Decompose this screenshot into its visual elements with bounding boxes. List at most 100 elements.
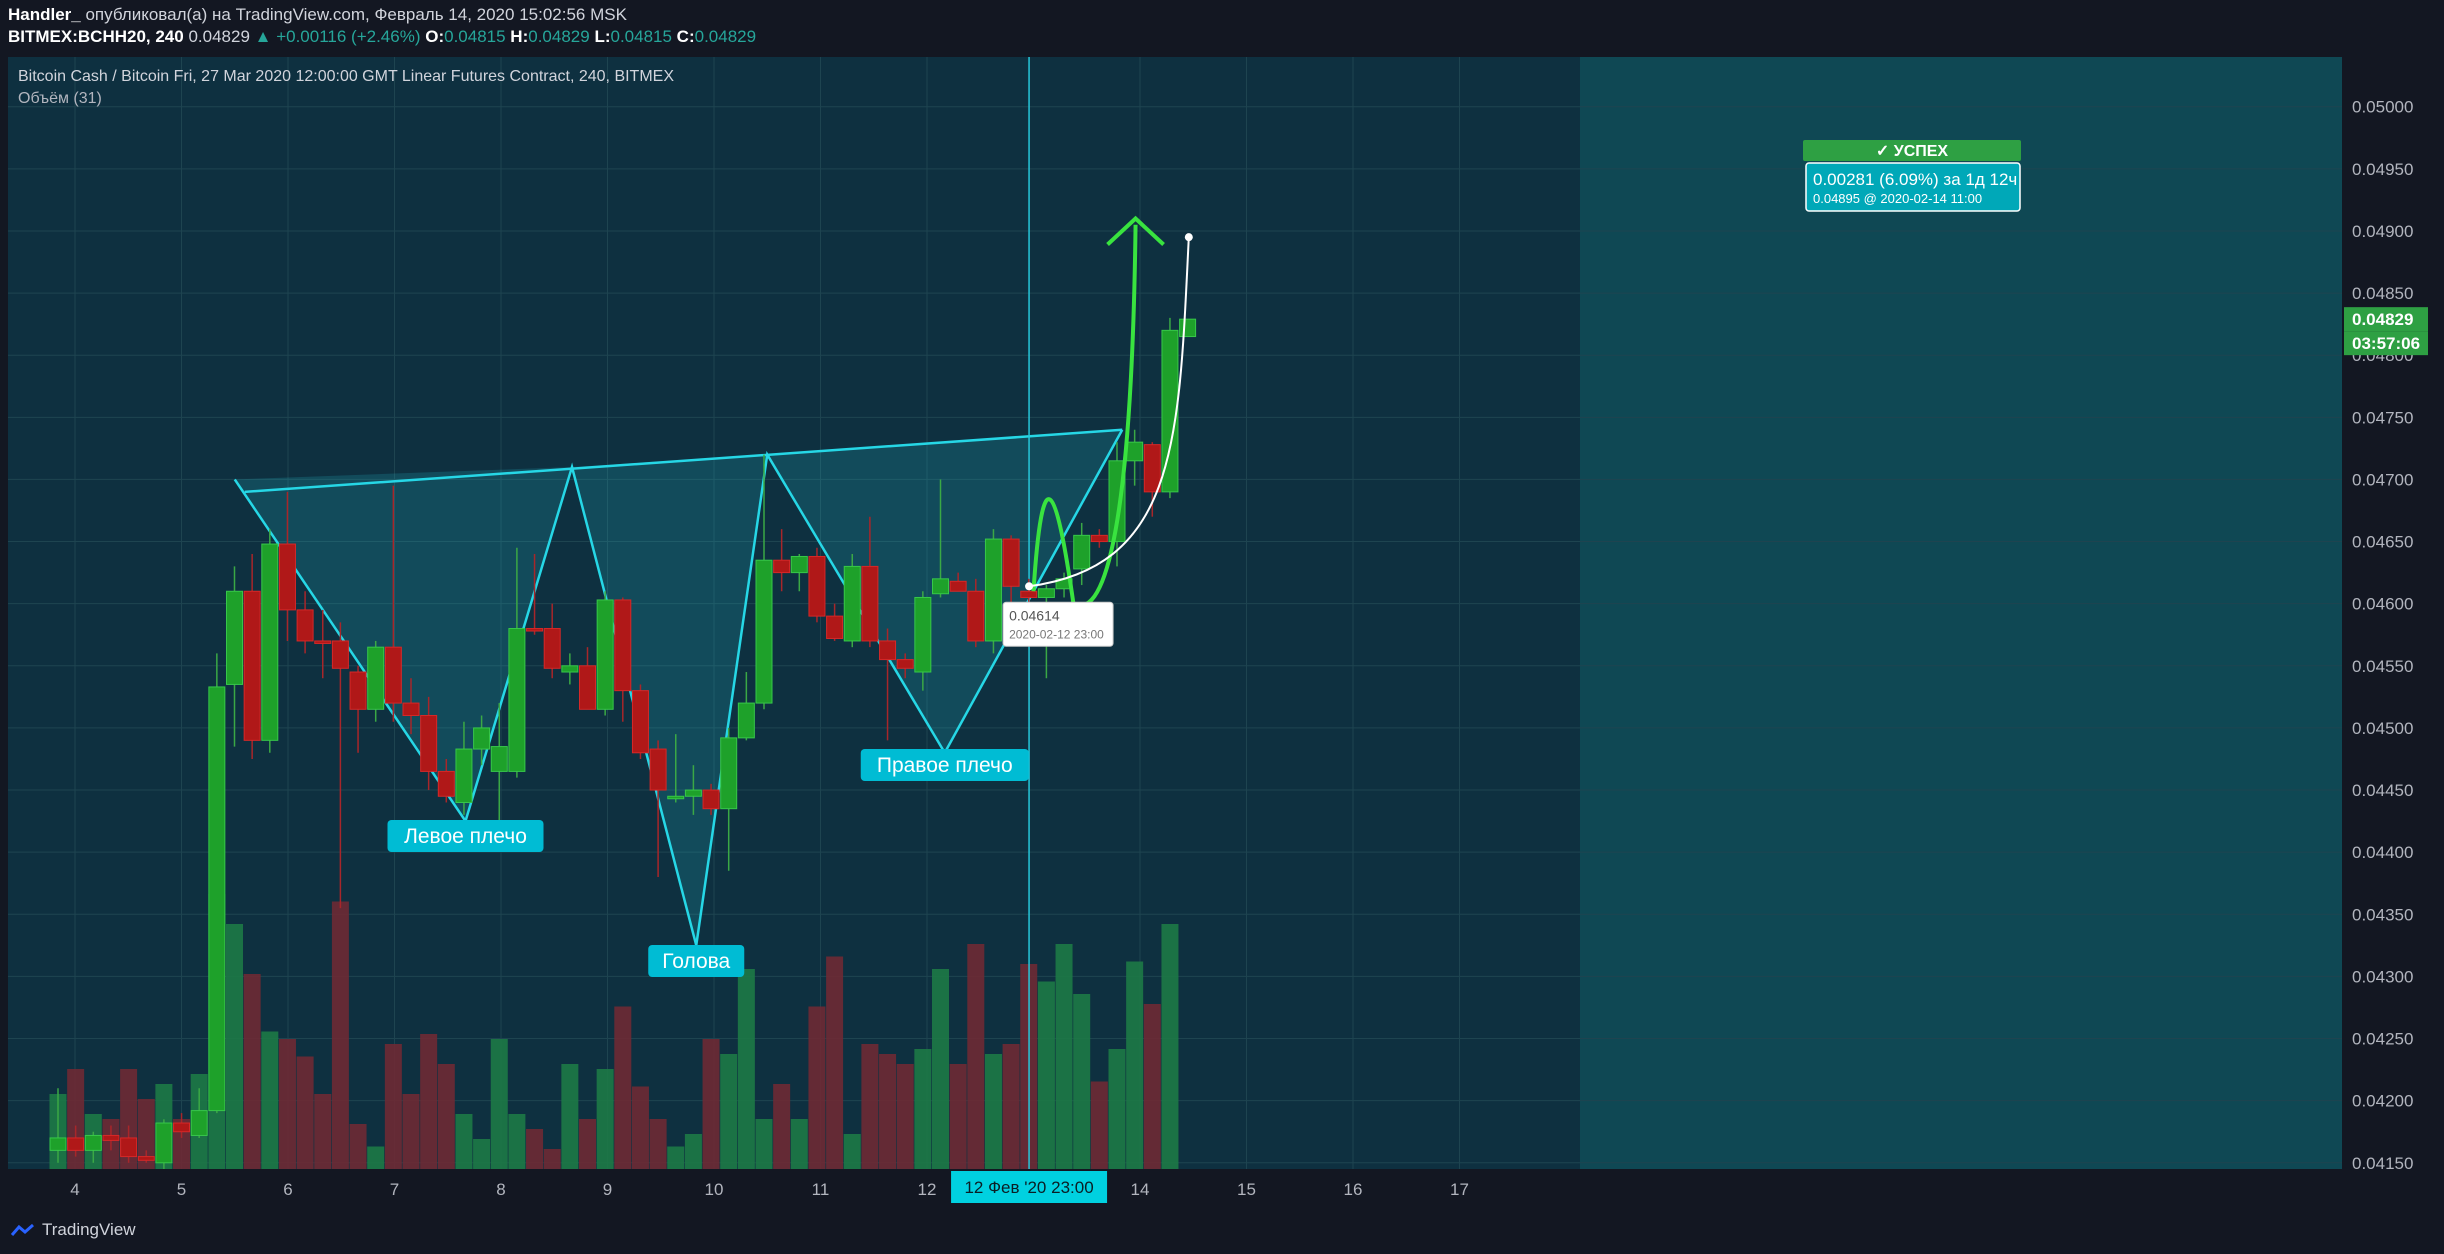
candle-body (349, 671, 367, 710)
label-left-shoulder-text: Левое плечо (404, 825, 527, 848)
volume-bar (1126, 961, 1144, 1169)
price-tick-label: 0.04250 (2352, 1030, 2413, 1049)
crosshair-time-label: 12 Фев '20 23:00 (964, 1178, 1093, 1197)
candle-body (226, 590, 243, 685)
candle-body (1161, 329, 1179, 493)
volume-bar (984, 1054, 1002, 1169)
success-badge (1803, 140, 2021, 161)
volume-bar (702, 1039, 720, 1169)
measure-sub-text: 0.04895 @ 2020-02-14 11:00 (1813, 191, 1982, 206)
last-price: 0.04829 (188, 27, 250, 46)
price-axis[interactable] (2342, 57, 2444, 1169)
time-axis[interactable] (8, 1169, 2342, 1203)
price-axis-labels: 0.050000.049500.049000.048500.048000.047… (2344, 98, 2428, 1173)
volume-bar (226, 924, 243, 1169)
symbol[interactable]: BITMEX:BCHH20, 240 (8, 27, 184, 46)
candle-body (1073, 534, 1091, 570)
success-text: ✓ УСПЕХ (1876, 143, 1949, 160)
brand-name: TradingView (42, 1220, 136, 1239)
publish-info: Handler_ опубликовал(а) на TradingView.c… (8, 5, 627, 25)
high-value: 0.04829 (528, 27, 590, 46)
price-change: ▲ +0.00116 (+2.46%) (254, 27, 421, 46)
legend-title: Bitcoin Cash / Bitcoin Fri, 27 Mar 2020 … (18, 68, 674, 85)
crosshair-time-badge (951, 1171, 1108, 1203)
candle-body (1179, 318, 1197, 338)
volume-bar (826, 956, 844, 1169)
candle-body (155, 1122, 173, 1164)
author[interactable]: Handler_ (8, 5, 81, 24)
volume-bar (1090, 1081, 1108, 1169)
candle-body (49, 1137, 67, 1151)
candle-body (543, 628, 561, 669)
volume-bar (596, 1069, 614, 1169)
volume-bar (314, 1094, 332, 1169)
volume-bar (790, 1119, 808, 1169)
volume-bar (349, 1124, 367, 1169)
label-left-shoulder-bg (387, 820, 544, 852)
price-tick-label: 0.04900 (2352, 222, 2413, 241)
candle-body (1143, 444, 1161, 493)
candle-body (508, 628, 526, 772)
candle-body (1020, 590, 1038, 598)
candle-body (367, 646, 385, 710)
candle-body (596, 599, 614, 710)
time-tick-label: 9 (603, 1180, 612, 1199)
volume-bar (1143, 1004, 1161, 1169)
candle-body (737, 702, 755, 739)
candle-body (296, 609, 314, 642)
symbol-info: BITMEX:BCHH20, 240 0.04829 ▲ +0.00116 (+… (8, 27, 757, 46)
legend-volume: Объём (31) (18, 90, 102, 107)
time-tick-label: 7 (390, 1180, 399, 1199)
candle-body (861, 565, 879, 642)
candle-body (526, 628, 544, 632)
candle-body (1002, 538, 1020, 587)
volume-bar (437, 1064, 455, 1169)
volume-bar (879, 1054, 897, 1169)
price-tick-label: 0.04650 (2352, 533, 2413, 552)
candle-body (808, 555, 826, 617)
success-box: ✓ УСПЕХ 0.00281 (6.09%) за 1д 12ч 0.04895 … (1803, 140, 2021, 212)
time-tick-label: 8 (496, 1180, 505, 1199)
time-tick-label: 16 (1344, 1180, 1363, 1199)
candle-body (490, 746, 508, 772)
candle-body (720, 737, 738, 810)
volume-bar (737, 969, 755, 1169)
volume-bar (932, 969, 949, 1169)
volume-bar (508, 1114, 526, 1169)
volume-bar (1161, 924, 1179, 1169)
price-tick-label: 0.04500 (2352, 719, 2413, 738)
volume-bar (261, 1031, 279, 1169)
volume-bar (331, 901, 349, 1169)
candle-body (631, 690, 649, 754)
price-tick-label: 0.04400 (2352, 843, 2413, 862)
candle-body (102, 1134, 120, 1141)
volume-bar (843, 1134, 861, 1169)
open-value: 0.04815 (444, 27, 506, 46)
crosshair-region-highlight (1580, 57, 2342, 1169)
volume-bar (614, 1006, 632, 1169)
price-tick-label: 0.04200 (2352, 1092, 2413, 1111)
point-tooltip-bg (1002, 601, 1114, 647)
close-value: 0.04829 (694, 27, 757, 46)
candle-body (914, 596, 932, 673)
candle-body (420, 715, 438, 772)
candle-body (190, 1110, 208, 1136)
last-price-badge (2344, 307, 2428, 332)
candle-body (384, 646, 402, 704)
label-left-shoulder: Левое плечо (387, 820, 544, 852)
price-tick-label: 0.04600 (2352, 595, 2413, 614)
volume-bar (579, 1119, 596, 1169)
projection-arrowhead-icon (1106, 215, 1165, 246)
candle-body (826, 615, 844, 639)
candle-body (967, 590, 985, 642)
candle-body (896, 659, 914, 669)
volume-bar (526, 1129, 544, 1169)
low-value: 0.04815 (610, 27, 672, 46)
candle-body (314, 640, 332, 644)
volume-bar (402, 1094, 420, 1169)
candle-body (702, 789, 720, 810)
volume-bar (967, 944, 985, 1169)
volume-bar (649, 1119, 667, 1169)
publish-text: опубликовал(а) на TradingView.com, Февра… (80, 5, 627, 24)
